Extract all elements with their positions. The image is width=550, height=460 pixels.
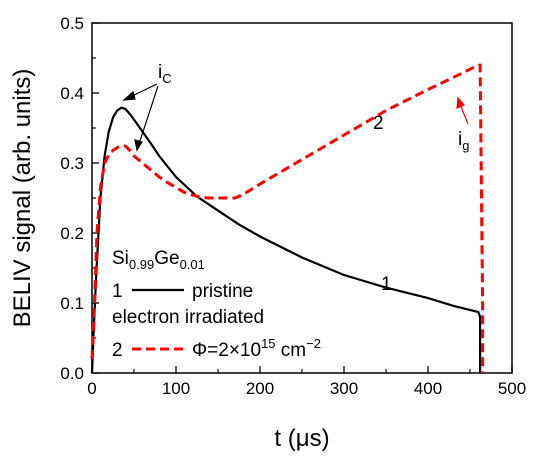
y-tick-label-2: 0.2 bbox=[60, 224, 84, 243]
x-axis-title: t (μs) bbox=[274, 425, 329, 452]
ic-arrow-1 bbox=[129, 83, 158, 98]
legend-1-number: 1 bbox=[112, 281, 123, 302]
ic-arrow-2 bbox=[138, 85, 159, 145]
material-sub2: 0.01 bbox=[180, 257, 205, 272]
y-tick-label-3: 0.3 bbox=[60, 154, 84, 173]
series-2-line bbox=[90, 63, 485, 373]
ic-arrow-1-head bbox=[122, 90, 136, 101]
legend-2-unit-exp: −2 bbox=[306, 336, 321, 351]
x-tick-label-0: 0 bbox=[87, 379, 96, 398]
ic-arrows bbox=[122, 83, 159, 152]
ig-arrow bbox=[456, 96, 469, 125]
y-tick-label-5: 0.5 bbox=[60, 14, 84, 33]
ig-label: i bbox=[458, 129, 462, 150]
ig-sub: g bbox=[462, 138, 469, 153]
ic-annotation: iC bbox=[158, 62, 172, 86]
axis-tick-labels: 0 100 200 300 400 500 0.0 0.1 0.2 0.3 0.4 0.5 bbox=[60, 14, 526, 398]
x-tick-label-4: 400 bbox=[414, 379, 442, 398]
legend-irradiated: electron irradiated bbox=[112, 307, 264, 328]
material-sub1: 0.99 bbox=[129, 257, 154, 272]
x-tick-label-1: 100 bbox=[162, 379, 190, 398]
curve-1-label: 1 bbox=[381, 274, 392, 295]
legend-2-unit: cm bbox=[276, 340, 307, 361]
legend-2-text: Φ=2×1015 cm−2 bbox=[192, 336, 321, 361]
y-tick-label-4: 0.4 bbox=[60, 84, 84, 103]
ic-label: i bbox=[158, 62, 162, 83]
ig-arrow-head bbox=[456, 96, 465, 109]
material-ge: Ge bbox=[154, 248, 179, 269]
legend-1-text: pristine bbox=[192, 281, 253, 302]
legend-2-exp: 15 bbox=[261, 336, 275, 351]
series-1-line bbox=[90, 106, 482, 374]
curve-2-label: 2 bbox=[373, 113, 384, 134]
x-tick-label-2: 200 bbox=[246, 379, 274, 398]
legend-2-phi: Φ=2×10 bbox=[192, 340, 261, 361]
material-si: Si bbox=[112, 248, 129, 269]
y-axis-title: BELIV signal (arb. units) bbox=[9, 69, 36, 328]
y-tick-label-1: 0.1 bbox=[60, 294, 84, 313]
material-label: Si0.99Ge0.01 bbox=[112, 248, 205, 272]
x-tick-label-5: 500 bbox=[498, 379, 526, 398]
x-tick-label-3: 300 bbox=[330, 379, 358, 398]
ic-sub: C bbox=[162, 71, 171, 86]
ig-arrow-line bbox=[459, 103, 469, 125]
ig-annotation: ig bbox=[458, 129, 469, 153]
ic-arrow-2-head bbox=[134, 139, 143, 152]
y-tick-label-0: 0.0 bbox=[60, 364, 84, 383]
series-layer bbox=[90, 63, 485, 374]
legend-2-number: 2 bbox=[112, 340, 123, 361]
